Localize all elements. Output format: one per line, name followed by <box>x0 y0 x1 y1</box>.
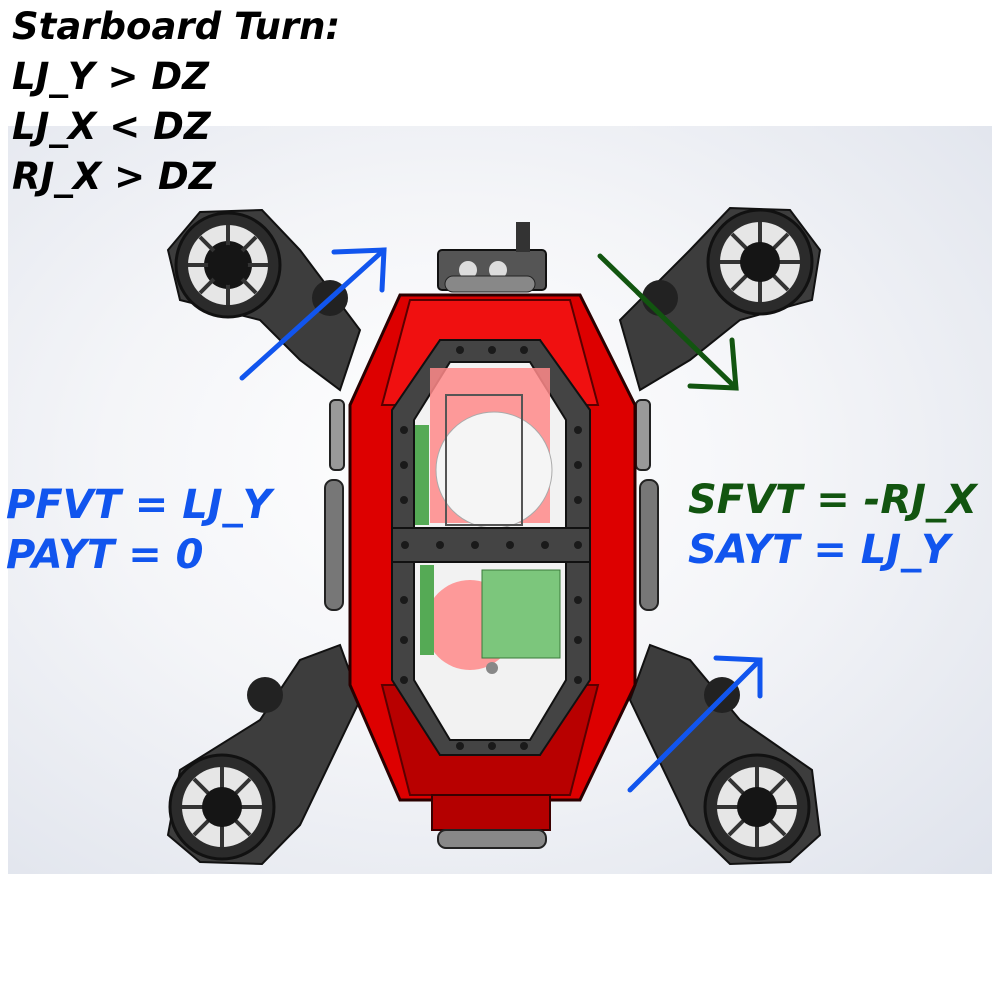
port-forward-arrow <box>239 247 387 381</box>
condition-3: RJ_X > DZ <box>12 155 216 198</box>
thruster-front-right <box>706 208 814 316</box>
condition-2: LJ_X < DZ <box>12 105 211 148</box>
side-handles <box>324 399 659 611</box>
inner-plate <box>391 339 591 756</box>
payt-equation: PAYT = 0 <box>6 532 204 578</box>
camera-mount <box>437 222 547 293</box>
sayt-equation: SAYT = LJ_Y <box>688 527 951 573</box>
starboard-forward-arrow <box>597 253 739 391</box>
thruster-rear-right <box>703 753 811 861</box>
diagram-title: Starboard Turn: <box>12 5 341 48</box>
thruster-front-left <box>174 211 282 319</box>
starboard-aft-arrow <box>627 655 763 793</box>
condition-1: LJ_Y > DZ <box>12 55 209 98</box>
thruster-rear-left <box>168 753 276 861</box>
sfvt-equation: SFVT = -RJ_X <box>688 477 977 523</box>
pfvt-equation: PFVT = LJ_Y <box>6 482 272 528</box>
